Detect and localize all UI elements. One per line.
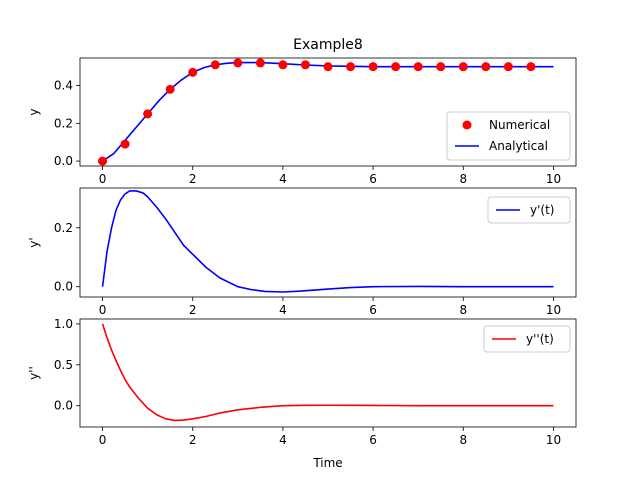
chart-title: Example8: [293, 37, 363, 53]
data-point: [233, 58, 243, 68]
data-point: [278, 60, 288, 70]
x-tick-label: 10: [546, 172, 561, 186]
series-line: [101, 190, 554, 293]
legend-box: [446, 111, 571, 161]
x-tick-label: 4: [279, 303, 287, 317]
y-tick-label: 0.0: [54, 154, 73, 168]
legend-box: [487, 196, 571, 224]
y-tick-label: 0.4: [54, 79, 73, 93]
legend: y''(t): [483, 325, 571, 353]
data-point: [188, 67, 198, 77]
y-axis-label: y: [27, 108, 41, 115]
data-point: [255, 58, 265, 68]
y-tick-label: 0.2: [54, 116, 73, 130]
x-tick-label: 6: [369, 303, 377, 317]
data-point: [391, 62, 401, 72]
legend: Numerical Analytical: [446, 111, 571, 161]
data-point: [120, 139, 130, 149]
axes-frame: [79, 318, 577, 428]
x-tick-label: 6: [369, 433, 377, 447]
y-tick-label: 0.0: [54, 399, 73, 413]
y-tick-label: 1.0: [54, 317, 73, 331]
data-point: [458, 62, 468, 72]
x-tick-label: 8: [459, 172, 467, 186]
data-point: [346, 62, 356, 72]
data-point: [143, 109, 153, 119]
legend-label: y'(t): [530, 203, 554, 217]
legend: y'(t): [487, 196, 571, 224]
legend-label: Numerical: [489, 118, 550, 132]
x-tick-label: 10: [546, 303, 561, 317]
data-point: [413, 62, 423, 72]
subplot-3: 0 2 4 6 8 10 0.0 0.5 1.0 y'' Time y''(t): [27, 317, 577, 470]
x-tick-label: 0: [99, 172, 107, 186]
x-tick-label: 4: [279, 433, 287, 447]
data-point: [98, 156, 108, 166]
y-tick-label: 0.2: [54, 221, 73, 235]
x-tick-label: 0: [99, 433, 107, 447]
legend-marker: [462, 120, 472, 130]
y-axis-label: y'': [27, 366, 41, 380]
x-tick-label: 10: [546, 433, 561, 447]
data-point: [368, 62, 378, 72]
data-point: [526, 62, 536, 72]
x-tick-label: 4: [279, 172, 287, 186]
legend-box: [483, 325, 571, 353]
data-point: [436, 62, 446, 72]
x-tick-label: 2: [189, 172, 197, 186]
legend-label: Analytical: [489, 139, 548, 153]
series-line: [101, 323, 554, 422]
x-tick-label: 8: [459, 433, 467, 447]
x-tick-label: 8: [459, 303, 467, 317]
subplots: 0 2 4 6 8 10 0.0 0.2 0.4 y Numerical Analytical 0 2 4 6…: [27, 57, 577, 470]
subplot-2: 0 2 4 6 8 10 0.0 0.2 y' y'(t): [27, 187, 577, 317]
data-point: [503, 62, 513, 72]
x-tick-label: 6: [369, 172, 377, 186]
data-point: [481, 62, 491, 72]
data-point: [210, 60, 220, 70]
y-tick-label: 0.5: [54, 358, 73, 372]
legend-label: y''(t): [526, 332, 554, 346]
x-axis-label: Time: [312, 456, 342, 470]
y-tick-label: 0.0: [54, 280, 73, 294]
data-point: [300, 60, 310, 70]
y-axis-label: y': [27, 237, 41, 247]
axes-frame: [79, 57, 577, 167]
subplot-1: 0 2 4 6 8 10 0.0 0.2 0.4 y Numerical Analytical: [27, 57, 577, 186]
data-point: [165, 84, 175, 94]
x-tick-label: 0: [99, 303, 107, 317]
x-tick-label: 2: [189, 303, 197, 317]
axes-frame: [79, 187, 577, 298]
data-point: [323, 62, 333, 72]
x-tick-label: 2: [189, 433, 197, 447]
